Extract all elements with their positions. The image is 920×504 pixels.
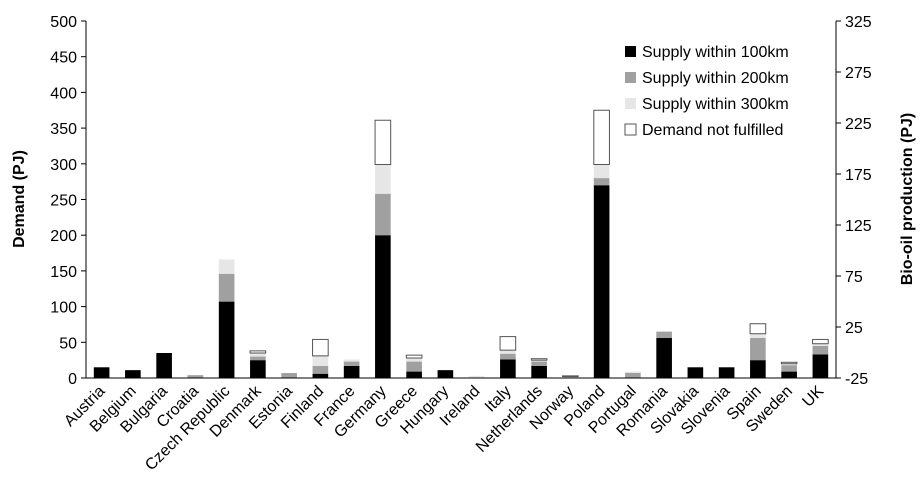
bar-4-series-1 [218, 273, 235, 302]
bar-16-series-1 [593, 178, 610, 186]
y2-tick-label: -25 [845, 371, 868, 388]
bar-21-series-1 [750, 338, 766, 361]
bar-17-series-2 [625, 371, 641, 374]
bar-19-series-0 [687, 367, 704, 378]
bar-8-series-1 [343, 361, 360, 366]
x-tick-label: UK [799, 383, 827, 411]
bar-1-series-0 [125, 370, 141, 378]
bar-0-series-0 [93, 367, 110, 378]
y-tick-label: 400 [50, 85, 77, 102]
y-tick-label: 500 [50, 14, 77, 31]
bar-9-series-0 [375, 235, 391, 378]
bar-22-series-0 [781, 371, 797, 378]
y-tick-label: 200 [50, 228, 77, 245]
bar-2-series-0 [156, 353, 172, 378]
legend: Supply within 100km Supply within 200km Su… [624, 44, 789, 139]
bar-5-series-1 [250, 356, 266, 361]
legend-swatch-0 [625, 46, 636, 57]
y2-axis-title: Bio-oil production (PJ) [899, 113, 916, 285]
bar-18-series-1 [656, 331, 672, 339]
bar-12-series-2 [468, 375, 485, 378]
bar-5-series-2 [250, 353, 266, 357]
bar-22-series-3 [780, 361, 798, 365]
bar-10-series-1 [406, 361, 422, 372]
legend-label-3: Demand not fulfilled [642, 122, 783, 139]
bar-9-series-1 [375, 193, 391, 236]
y-tick-label: 300 [50, 157, 77, 174]
bar-13-series-3 [499, 336, 517, 351]
bar-15-series-3 [562, 375, 579, 378]
bar-15-series-2 [562, 376, 579, 378]
bar-22-series-1 [781, 365, 797, 372]
bar-21-series-0 [750, 360, 766, 378]
y-axis-title: Demand (PJ) [11, 150, 28, 248]
bar-3-series-1 [187, 375, 204, 378]
bar-17-series-1 [625, 373, 641, 378]
bar-16-series-2 [593, 164, 610, 179]
bar-14-series-3 [530, 358, 548, 361]
y-tick-label: 100 [50, 300, 77, 317]
y-tick-label: 350 [50, 121, 77, 138]
bar-13-series-1 [500, 353, 516, 360]
bar-6-series-1 [281, 373, 297, 378]
bar-21-series-3 [749, 323, 767, 335]
legend-swatch-1 [625, 72, 636, 83]
bar-7-series-0 [312, 373, 329, 378]
y2-tick-label: 225 [845, 116, 872, 133]
bar-10-series-3 [405, 354, 423, 359]
bar-23-series-2 [812, 343, 829, 346]
y-tick-label: 0 [68, 371, 77, 388]
bar-7-series-1 [312, 365, 329, 374]
legend-label-2: Supply within 300km [642, 96, 789, 113]
bar-4-series-0 [218, 301, 235, 378]
bar-13-series-2 [500, 350, 516, 354]
bar-8-series-0 [343, 365, 360, 378]
y-tick-label: 250 [50, 193, 77, 210]
y2-tick-label: 125 [845, 218, 872, 235]
bar-11-series-0 [437, 370, 454, 378]
bar-9-series-3 [374, 119, 392, 166]
y2-tick-label: 325 [845, 14, 872, 31]
y-tick-label: 50 [59, 335, 77, 352]
bar-7-series-2 [312, 355, 329, 366]
bar-13-series-0 [500, 359, 516, 378]
bars-layer [93, 109, 829, 378]
y2-tick-label: 25 [845, 320, 863, 337]
bar-23-series-0 [812, 354, 829, 378]
bar-9-series-2 [375, 164, 391, 194]
y2-tick-label: 75 [845, 269, 863, 286]
bar-21-series-2 [750, 333, 766, 339]
bar-10-series-0 [406, 371, 422, 378]
bar-23-series-1 [812, 345, 829, 355]
bar-10-series-2 [406, 358, 422, 362]
bar-14-series-1 [531, 361, 547, 366]
legend-label-0: Supply within 100km [642, 44, 789, 61]
bar-14-series-0 [531, 365, 547, 378]
y2-tick-label: 275 [845, 65, 872, 82]
bar-14-series-2 [531, 360, 547, 362]
bar-18-series-0 [656, 338, 672, 378]
y2-tick-label: 175 [845, 167, 872, 184]
bar-4-series-2 [218, 259, 235, 274]
bar-20-series-0 [718, 367, 735, 378]
bar-7-series-3 [312, 338, 329, 357]
y-tick-label: 150 [50, 264, 77, 281]
legend-swatch-3 [624, 123, 637, 136]
bar-5-series-0 [250, 360, 266, 378]
bar-16-series-0 [593, 185, 610, 378]
bar-22-series-2 [781, 363, 797, 366]
y-tick-label: 450 [50, 50, 77, 67]
bar-5-series-3 [249, 350, 267, 354]
bar-16-series-3 [593, 109, 610, 166]
legend-swatch-2 [625, 98, 636, 109]
legend-label-1: Supply within 200km [642, 70, 789, 87]
bar-8-series-2 [343, 359, 360, 362]
bar-23-series-3 [812, 338, 829, 345]
